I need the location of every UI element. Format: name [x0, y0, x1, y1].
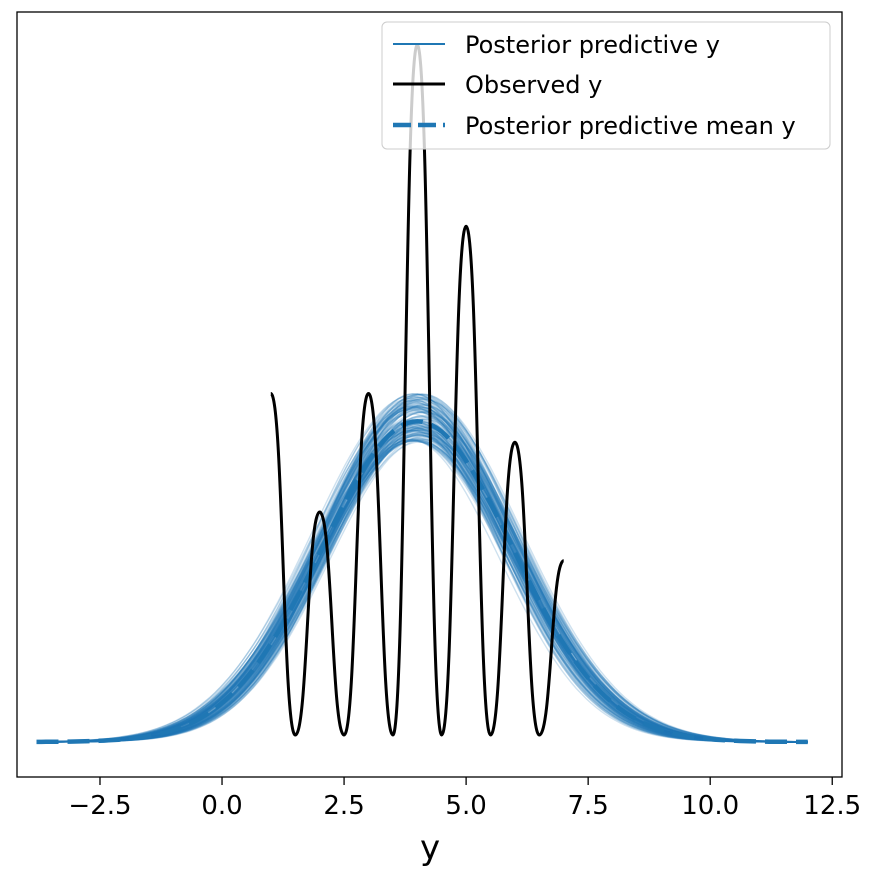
legend-label-posterior-mean: Posterior predictive mean y	[465, 112, 796, 140]
posterior-predictive-sample-line	[36, 432, 808, 743]
posterior-predictive-sample-line	[36, 433, 808, 743]
x-tick-label: 0.0	[201, 791, 242, 821]
posterior-predictive-mean-line	[36, 419, 808, 745]
posterior-predictive-sample-line	[36, 403, 808, 743]
x-tick-label: 2.5	[323, 791, 364, 821]
posterior-predictive-sample-line	[36, 434, 808, 743]
legend-box	[381, 21, 831, 150]
posterior-predictive-sample-line	[36, 439, 808, 743]
x-tick-label: 12.5	[803, 791, 861, 821]
legend: Posterior predictive y Observed y Poster…	[381, 21, 831, 150]
x-tick-label: −2.5	[68, 791, 131, 821]
x-tick-label: 5.0	[445, 791, 486, 821]
posterior-predictive-sample-line	[36, 425, 808, 743]
posterior-predictive-sample-line	[36, 438, 808, 743]
x-tick-label: 10.0	[681, 791, 739, 821]
posterior-predictive-sample-line	[36, 441, 808, 743]
plot-area	[36, 43, 808, 745]
posterior-predictive-sample-line	[36, 401, 808, 743]
axes-frame	[16, 11, 843, 778]
legend-label-observed: Observed y	[465, 71, 602, 99]
posterior-predictive-sample-line	[36, 393, 808, 743]
posterior-predictive-sample-line	[36, 425, 808, 743]
posterior-predictive-sample-line	[36, 435, 808, 743]
x-axis: −2.5 0.0 2.5 5.0 7.5 10.0 12.5	[68, 777, 861, 821]
x-axis-title: y	[420, 828, 440, 868]
posterior-predictive-sample-line	[36, 406, 808, 743]
posterior-predictive-sample-line	[36, 426, 808, 743]
posterior-predictive-sample-line	[36, 393, 808, 743]
x-tick-label: 7.5	[567, 791, 608, 821]
legend-label-posterior-predictive: Posterior predictive y	[465, 31, 720, 59]
posterior-predictive-sample-line	[36, 393, 808, 743]
posterior-predictive-sample-line	[36, 423, 808, 743]
posterior-predictive-sample-line	[36, 430, 808, 743]
posterior-predictive-sample-line	[36, 434, 808, 743]
posterior-predictive-sample-line	[36, 439, 808, 743]
